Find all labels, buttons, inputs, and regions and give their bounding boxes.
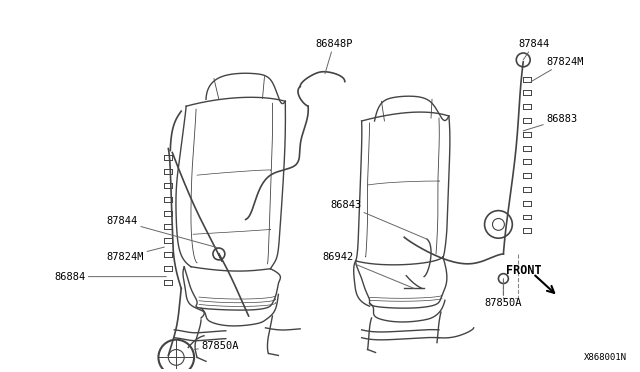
- Text: 86848P: 86848P: [315, 39, 353, 74]
- Text: 87824M: 87824M: [107, 247, 164, 262]
- Text: 87850A: 87850A: [484, 279, 522, 308]
- Text: 86942: 86942: [322, 252, 414, 288]
- Text: X868001N: X868001N: [584, 353, 627, 362]
- Text: 87850A: 87850A: [194, 341, 239, 350]
- Text: 87844: 87844: [107, 217, 219, 248]
- Text: 86884: 86884: [54, 272, 166, 282]
- Text: 86883: 86883: [524, 114, 577, 131]
- Text: 86843: 86843: [330, 200, 427, 239]
- Text: 87844: 87844: [518, 39, 550, 60]
- Text: FRONT: FRONT: [506, 264, 542, 277]
- Text: 87824M: 87824M: [531, 57, 584, 81]
